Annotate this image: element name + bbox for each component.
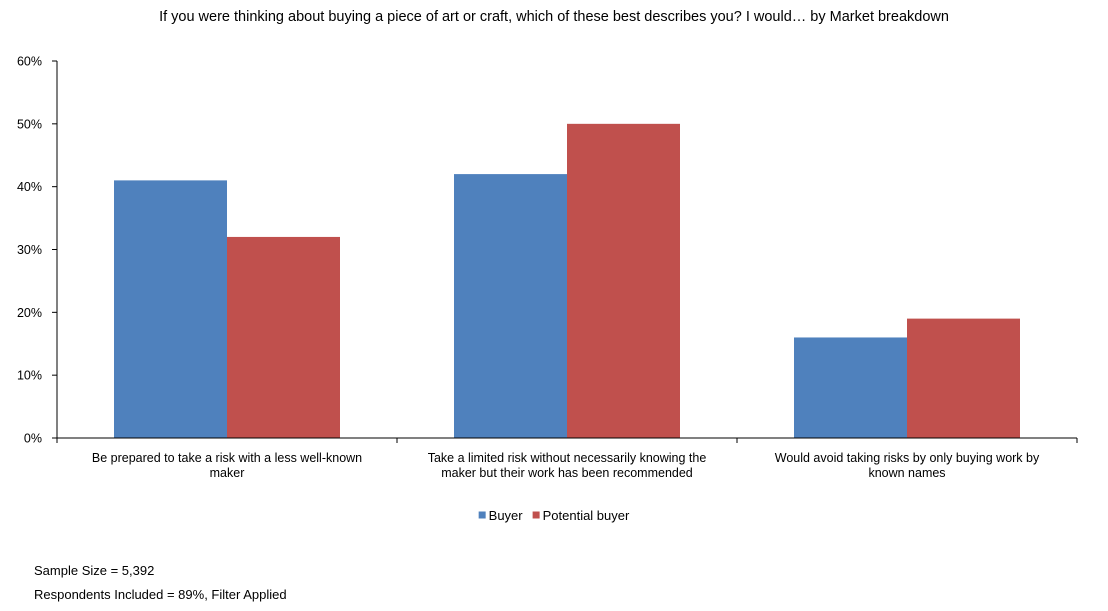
legend-label: Potential buyer	[543, 508, 630, 523]
y-tick-label: 10%	[17, 369, 42, 383]
legend-label: Buyer	[489, 508, 524, 523]
x-category-label-line: Take a limited risk without necessarily …	[428, 451, 707, 465]
bars	[114, 123, 1020, 438]
x-category-label: Be prepared to take a risk with a less w…	[92, 451, 362, 480]
x-category-label: Would avoid taking risks by only buying …	[775, 451, 1040, 480]
legend-swatch	[532, 511, 540, 519]
respondents-note: Respondents Included = 89%, Filter Appli…	[34, 587, 287, 602]
bar	[454, 174, 567, 438]
y-tick-label: 40%	[17, 180, 42, 194]
x-category-label-line: maker	[210, 466, 245, 480]
x-category-label-line: known names	[868, 466, 945, 480]
chart-title: If you were thinking about buying a piec…	[159, 9, 949, 25]
x-category-label-line: Be prepared to take a risk with a less w…	[92, 451, 362, 465]
bar	[227, 236, 340, 438]
y-tick-label: 50%	[17, 117, 42, 131]
x-category-label-line: maker but their work has been recommende…	[441, 466, 693, 480]
bar	[567, 123, 680, 438]
y-axis: 0% 10% 20% 30% 40% 50% 60%	[17, 55, 58, 446]
legend: Buyer Potential buyer	[478, 508, 630, 523]
bar	[114, 180, 227, 438]
sample-size-note: Sample Size = 5,392	[34, 563, 154, 578]
y-tick-label: 0%	[24, 432, 42, 446]
y-tick-label: 30%	[17, 243, 42, 257]
x-category-label: Take a limited risk without necessarily …	[428, 451, 707, 480]
x-axis: Be prepared to take a risk with a less w…	[56, 437, 1078, 480]
y-tick-label: 60%	[17, 55, 42, 69]
bar	[907, 318, 1020, 438]
bar	[794, 337, 907, 438]
y-tick-label: 20%	[17, 306, 42, 320]
x-category-label-line: Would avoid taking risks by only buying …	[775, 451, 1040, 465]
legend-swatch	[478, 511, 486, 519]
